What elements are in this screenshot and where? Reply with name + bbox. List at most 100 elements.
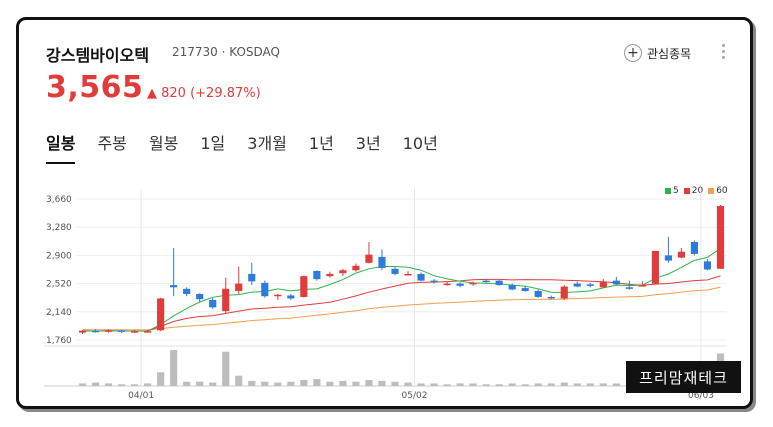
volume-bar	[365, 380, 373, 386]
candle-body	[170, 285, 178, 288]
legend-ma60: 60	[708, 186, 728, 196]
volume-bar	[104, 383, 113, 386]
y-tick-label: 2,520	[46, 280, 72, 290]
volume-bar	[573, 383, 581, 386]
volume-bar	[599, 383, 607, 386]
volume-bar	[352, 381, 360, 386]
ma20-line	[82, 275, 721, 332]
candle-body	[534, 291, 542, 297]
legend-ma20: 20	[683, 186, 703, 196]
volume-bar	[78, 383, 87, 386]
volume-bar	[274, 382, 282, 386]
y-tick-label: 2,900	[46, 251, 72, 261]
candle-body	[144, 331, 152, 333]
x-tick-label: 05/02	[402, 391, 428, 401]
chart-legend: 5 20 60	[665, 186, 733, 196]
candle-body	[443, 283, 451, 286]
candle-body	[677, 251, 686, 258]
stock-card	[16, 17, 753, 409]
candle-body	[378, 256, 386, 269]
volume-bar	[521, 384, 529, 386]
volume-bar	[456, 383, 464, 386]
volume-bar	[378, 380, 386, 386]
candle-body	[495, 280, 503, 286]
candle-body	[469, 282, 477, 285]
candle-body	[417, 273, 425, 281]
volume-bar	[261, 381, 269, 386]
add-watchlist-button[interactable]: + 관심종목	[624, 42, 691, 64]
candle-body	[104, 330, 113, 332]
volume-bar	[196, 381, 204, 386]
tab-3months[interactable]: 3개월	[247, 134, 287, 153]
candle-body	[248, 273, 256, 282]
candle-body	[547, 296, 555, 299]
legend-ma5: 5	[665, 186, 679, 196]
candle-body	[664, 255, 672, 261]
tab-1day[interactable]: 1일	[200, 134, 226, 153]
tab-monthly[interactable]: 월봉	[148, 134, 179, 153]
candle-body	[573, 283, 581, 287]
tab-3years[interactable]: 3년	[355, 134, 381, 153]
y-tick-label: 3,280	[46, 223, 72, 233]
volume-bar	[170, 350, 178, 386]
period-tabs: 일봉 주봉 월봉 1일 3개월 1년 3년 10년	[46, 130, 460, 164]
candle-body	[521, 288, 529, 292]
volume-bar	[469, 383, 477, 386]
candle-body	[287, 295, 295, 299]
candle-body	[703, 261, 712, 270]
y-tick-label: 2,140	[46, 308, 72, 318]
candle-body	[222, 288, 230, 312]
stock-name: 강스템바이오텍	[46, 46, 150, 65]
volume-bar	[209, 382, 217, 386]
volume-bar	[235, 375, 243, 386]
candle-body	[183, 288, 191, 294]
candle-body	[599, 282, 607, 288]
candle-body	[456, 283, 464, 286]
volume-bar	[404, 382, 412, 386]
volume-bar	[547, 383, 555, 386]
y-tick-label: 3,660	[46, 195, 72, 205]
volume-bar	[157, 372, 165, 386]
volume-bar	[534, 383, 542, 386]
candle-body	[365, 254, 373, 263]
volume-bar	[117, 384, 126, 386]
watermark: 프리맘재테크	[626, 361, 741, 393]
watchlist-label: 관심종목	[647, 46, 692, 61]
volume-bar	[560, 382, 568, 386]
price-change: ▲ 820 (+29.87%)	[147, 86, 261, 101]
more-options-icon[interactable]	[722, 44, 726, 62]
volume-bar	[391, 381, 399, 386]
tab-1year[interactable]: 1년	[308, 134, 334, 153]
candle-body	[117, 330, 126, 332]
candle-body	[625, 287, 633, 289]
tab-weekly[interactable]: 주봉	[97, 134, 127, 153]
candle-body	[235, 283, 243, 292]
volume-bar	[131, 384, 139, 386]
volume-bar	[300, 380, 308, 386]
candle-body	[326, 273, 334, 277]
candle-body	[313, 270, 321, 280]
volume-bar	[586, 383, 594, 386]
x-tick-label: 06/03	[688, 391, 714, 401]
plus-icon: +	[624, 44, 642, 62]
x-tick-label: 04/01	[128, 391, 154, 401]
stock-code-market: 217730 · KOSDAQ	[172, 45, 280, 59]
candle-body	[508, 285, 516, 290]
volume-bar	[417, 383, 425, 386]
volume-bar	[612, 383, 620, 386]
candle-body	[716, 206, 725, 269]
candle-body	[157, 298, 165, 331]
tab-10years[interactable]: 10년	[402, 134, 438, 153]
candle-body	[391, 268, 399, 274]
candle-body	[261, 282, 269, 297]
candle-body	[209, 299, 217, 308]
up-triangle-icon: ▲	[147, 86, 157, 101]
volume-bar	[430, 383, 438, 386]
volume-bar	[183, 381, 191, 386]
volume-bar	[443, 384, 451, 386]
candle-body	[586, 284, 594, 286]
volume-bar	[495, 384, 503, 386]
volume-bar	[508, 383, 516, 386]
tab-daily[interactable]: 일봉	[46, 130, 76, 164]
current-price: 3,565	[46, 70, 144, 105]
